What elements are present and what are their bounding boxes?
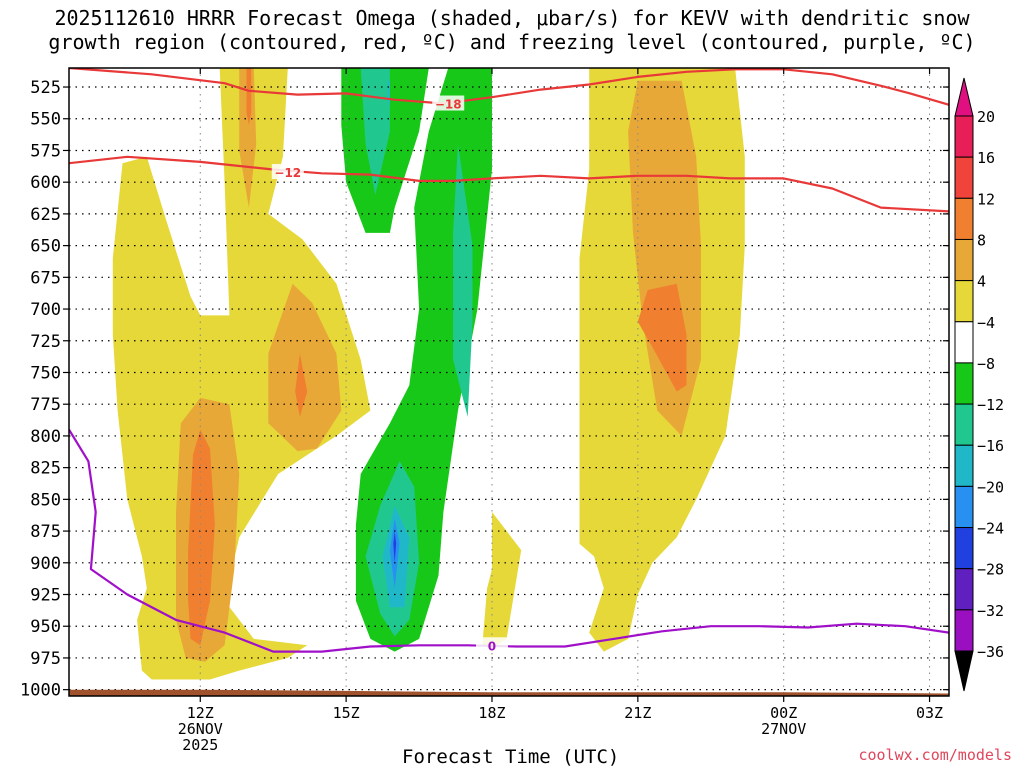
- y-tick-label-975: 975: [30, 649, 61, 669]
- y-tick-label-625: 625: [30, 205, 61, 225]
- y-tick-label-925: 925: [30, 586, 61, 606]
- colorbar-bin-10: [954, 527, 974, 570]
- x-tick-label-27-0: 03Z: [916, 704, 943, 722]
- colorbar-label-9: −20: [977, 478, 1004, 496]
- chart-title-line-2: growth region (contoured, red, ºC) and f…: [48, 30, 976, 54]
- colorbar-label-8: −16: [977, 437, 1004, 455]
- colorbar-label-7: −12: [977, 396, 1004, 414]
- colorbar-bin-5: [954, 321, 974, 364]
- x-tick-label-24-1: 27NOV: [761, 720, 806, 738]
- colorbar-bottom-arrow: [954, 650, 974, 692]
- colorbar-bin-8: [954, 444, 974, 487]
- y-tick-label-700: 700: [30, 300, 61, 320]
- terrain: [69, 689, 949, 696]
- y-tick-label-875: 875: [30, 522, 61, 542]
- colorbar-label-1: 16: [977, 149, 995, 167]
- isotherm-zero-line: [69, 429, 949, 653]
- x-tick-label-12-1: 26NOV: [178, 720, 223, 738]
- y-tick-label-650: 650: [30, 237, 61, 257]
- isotherm-minus-12-label-bg: [271, 164, 304, 180]
- omega-pos-12-16-west-upper: [246, 68, 252, 126]
- omega-shading: [112, 68, 745, 680]
- y-tick-label-675: 675: [30, 268, 61, 288]
- colorbar-label-3: 8: [977, 231, 986, 249]
- colorbar-label-11: −28: [977, 561, 1004, 579]
- x-tick-label-24-0: 00Z: [770, 704, 797, 722]
- omega-neg-8-12-upper: [360, 68, 390, 195]
- y-tick-label-775: 775: [30, 395, 61, 415]
- y-tick-label-950: 950: [30, 617, 61, 637]
- colorbar-bin-9: [954, 485, 974, 529]
- isotherm-zero-label: 0: [488, 639, 496, 653]
- y-tick-label-825: 825: [30, 459, 61, 479]
- omega-pos-12-16-west-low: [188, 429, 215, 646]
- colorbar-bin-2: [954, 197, 974, 240]
- colorbar-bin-11: [954, 568, 974, 611]
- omega-pos-8-12-west-upper: [239, 68, 257, 208]
- colorbar-label-10: −24: [977, 520, 1004, 538]
- isotherm-minus-18-line: [69, 68, 949, 106]
- colorbar-label-4: 4: [977, 273, 986, 291]
- omega-pos-12-16-west-mid: [295, 353, 308, 417]
- colorbar-label-2: 12: [977, 190, 995, 208]
- colorbar-bin-4: [954, 280, 974, 323]
- isotherm-minus-12-line: [69, 155, 949, 213]
- y-tick-label-750: 750: [30, 363, 61, 383]
- colorbar: 20 16 12 8 4 −4 −8 −12 −16 −20 −24 −28 −32 −36: [954, 77, 1004, 692]
- y-tick-label-800: 800: [30, 427, 61, 447]
- colorbar-label-5: −4: [977, 314, 995, 332]
- x-tick-label-18-0: 18Z: [478, 704, 505, 722]
- y-tick-label-725: 725: [30, 332, 61, 352]
- colorbar-bin-7: [954, 403, 974, 446]
- grid-lines: [69, 68, 949, 696]
- x-tick-label-21-0: 21Z: [624, 704, 651, 722]
- isotherm-minus-18-label: −18: [435, 98, 462, 112]
- y-tick-label-575: 575: [30, 141, 61, 161]
- omega-pos-12-16-east: [637, 283, 687, 392]
- colorbar-label-0: 20: [977, 108, 995, 126]
- terrain-fill: [69, 689, 949, 696]
- colorbar-bin-3: [954, 238, 974, 282]
- site-credit: coolwx.com/models: [858, 746, 1012, 764]
- chart-title-line-1: 2025112610 HRRR Forecast Omega (shaded, …: [54, 6, 970, 30]
- colorbar-bin-12: [954, 609, 974, 652]
- colorbar-label-13: −36: [977, 643, 1004, 661]
- colorbar-bin-1: [954, 156, 974, 199]
- x-tick-label-12-2: 2025: [182, 736, 218, 754]
- chart-title: 2025112610 HRRR Forecast Omega (shaded, …: [0, 6, 1024, 54]
- y-tick-label-1000: 1000: [20, 681, 61, 701]
- colorbar-label-12: −32: [977, 602, 1004, 620]
- omega-neg-20-24-low: [393, 531, 397, 563]
- isotherm-zero-label-bg: [475, 637, 508, 653]
- omega-pos-8-12-west-mid: [268, 283, 342, 452]
- x-tick-label-12-0: 12Z: [187, 704, 214, 722]
- colorbar-label-6: −8: [977, 355, 995, 373]
- y-tick-label-525: 525: [30, 78, 61, 98]
- colorbar-bin-0: [954, 115, 974, 158]
- x-axis-label: Forecast Time (UTC): [402, 746, 620, 768]
- isotherm-minus-18-label-bg: [432, 95, 465, 111]
- isotherm-minus-12-label: −12: [274, 166, 301, 180]
- plot-frame: [68, 67, 950, 697]
- axes: 525 550 575 600 625 650 675 700 725 750 775 800 825 8…: [20, 67, 950, 754]
- y-tick-label-600: 600: [30, 173, 61, 193]
- y-tick-label-900: 900: [30, 554, 61, 574]
- colorbar-bin-6: [954, 362, 974, 405]
- y-tick-label-850: 850: [30, 490, 61, 510]
- omega-neg-8-12-main: [453, 144, 473, 417]
- colorbar-top-arrow: [954, 77, 974, 117]
- x-tick-label-15-0: 15Z: [333, 704, 360, 722]
- temperature-contours: −18 −12 0: [69, 68, 949, 653]
- y-tick-label-550: 550: [30, 110, 61, 130]
